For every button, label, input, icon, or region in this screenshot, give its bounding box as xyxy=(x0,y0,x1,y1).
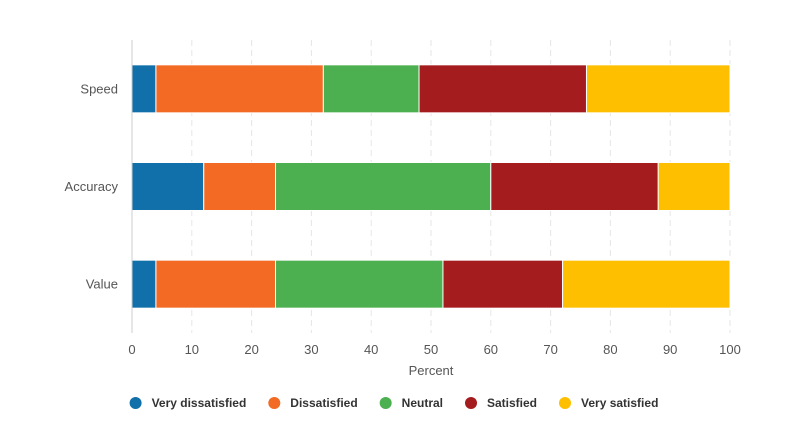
legend-label: Dissatisfied xyxy=(290,396,357,410)
x-tick-label: 40 xyxy=(364,342,378,357)
legend-label: Very dissatisfied xyxy=(152,396,247,410)
legend-label: Satisfied xyxy=(487,396,537,410)
bar-speed-very-dissatisfied[interactable] xyxy=(131,64,157,114)
bar-accuracy-very-satisfied[interactable] xyxy=(657,162,731,211)
legend-item-very-satisfied[interactable]: Very satisfied xyxy=(559,396,658,410)
x-tick-label: 90 xyxy=(663,342,677,357)
legend-item-satisfied[interactable]: Satisfied xyxy=(465,396,537,410)
bar-value-very-satisfied[interactable] xyxy=(562,259,731,309)
legend: Very dissatisfied Dissatisfied Neutral Sati… xyxy=(129,396,658,410)
bar-value-neutral[interactable] xyxy=(275,259,444,309)
legend-label: Neutral xyxy=(402,396,443,410)
x-tick-label: 30 xyxy=(304,342,318,357)
legend-marker xyxy=(559,397,572,409)
legend-marker xyxy=(268,397,281,409)
x-tick-label: 50 xyxy=(424,342,438,357)
bar-speed-dissatisfied[interactable] xyxy=(155,64,324,114)
bar-speed-satisfied[interactable] xyxy=(418,64,587,114)
legend-marker xyxy=(129,397,142,409)
legend-marker xyxy=(379,397,392,409)
x-tick-label: 70 xyxy=(543,342,557,357)
bar-accuracy-very-dissatisfied[interactable] xyxy=(131,162,205,211)
y-category-label: Accuracy xyxy=(65,179,119,194)
y-category-label: Value xyxy=(86,277,118,292)
x-tick-label: 100 xyxy=(719,342,741,357)
bar-accuracy-neutral[interactable] xyxy=(275,162,492,211)
axes: 0 10 20 30 40 50 60 70 80 90 100 Speed Accuracy Value xyxy=(65,40,741,357)
bar-accuracy-dissatisfied[interactable] xyxy=(203,162,277,211)
x-axis-title: Percent xyxy=(409,363,454,378)
legend-label: Very satisfied xyxy=(581,396,658,410)
bar-value-very-dissatisfied[interactable] xyxy=(131,259,157,309)
bar-accuracy-satisfied[interactable] xyxy=(490,162,659,211)
y-category-label: Speed xyxy=(80,81,118,96)
bars xyxy=(131,64,731,309)
x-tick-label: 0 xyxy=(128,342,135,357)
bar-value-satisfied[interactable] xyxy=(442,259,564,309)
x-tick-label: 10 xyxy=(185,342,199,357)
legend-item-very-dissatisfied[interactable]: Very dissatisfied xyxy=(129,396,247,410)
x-tick-label: 80 xyxy=(603,342,617,357)
legend-item-dissatisfied[interactable]: Dissatisfied xyxy=(268,396,358,410)
legend-item-neutral[interactable]: Neutral xyxy=(379,396,443,410)
bar-speed-neutral[interactable] xyxy=(322,64,420,114)
bar-speed-very-satisfied[interactable] xyxy=(585,64,731,114)
x-tick-label: 20 xyxy=(244,342,258,357)
x-tick-label: 60 xyxy=(484,342,498,357)
legend-marker xyxy=(465,397,478,409)
bar-value-dissatisfied[interactable] xyxy=(155,259,277,309)
